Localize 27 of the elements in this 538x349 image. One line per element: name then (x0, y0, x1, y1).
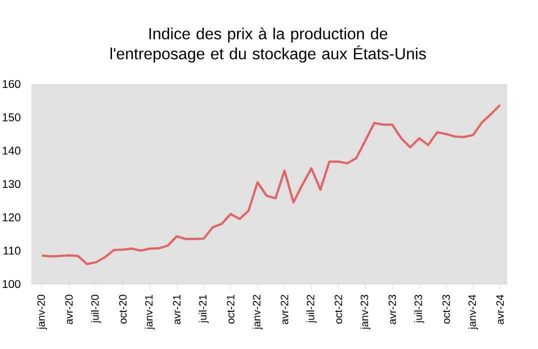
y-tick-label: 130 (2, 180, 20, 188)
x-tick-label: avr-21 (172, 294, 180, 324)
y-tick-label: 140 (2, 146, 20, 155)
x-tick-label: oct-23 (442, 294, 450, 324)
line-series (40, 104, 502, 266)
x-tick-label: oct-20 (119, 294, 127, 324)
x-tick-label: avr-23 (388, 294, 396, 324)
x-tick-label: juil-23 (414, 294, 424, 324)
x-tick-label: avr-22 (280, 294, 288, 324)
x-tick-label: janv-21 (144, 294, 155, 330)
y-tick-label: 150 (2, 113, 20, 122)
x-tick-label: oct-21 (226, 294, 234, 324)
x-tick-label: oct-22 (334, 294, 342, 324)
x-tick-label: avr-24 (496, 294, 504, 324)
chart-title: Indice des prix à la production de l'entreposage et du stockage aux États-Unis (110, 27, 426, 63)
x-tick-label: janv-24 (468, 294, 478, 330)
x-tick-label: juil-20 (90, 294, 101, 324)
x-tick-label: juil-21 (198, 294, 209, 324)
x-tick-label: janv-23 (360, 294, 370, 330)
y-tick-label: 100 (2, 280, 20, 288)
x-tick-label: janv-20 (37, 294, 47, 330)
x-tick-label: juil-22 (306, 294, 316, 324)
y-tick-label: 160 (2, 80, 20, 88)
y-tick-label: 120 (2, 213, 20, 222)
y-tick-label: 110 (4, 246, 20, 255)
x-tick-label: janv-22 (252, 294, 263, 330)
x-tick-label: avr-20 (65, 294, 73, 324)
